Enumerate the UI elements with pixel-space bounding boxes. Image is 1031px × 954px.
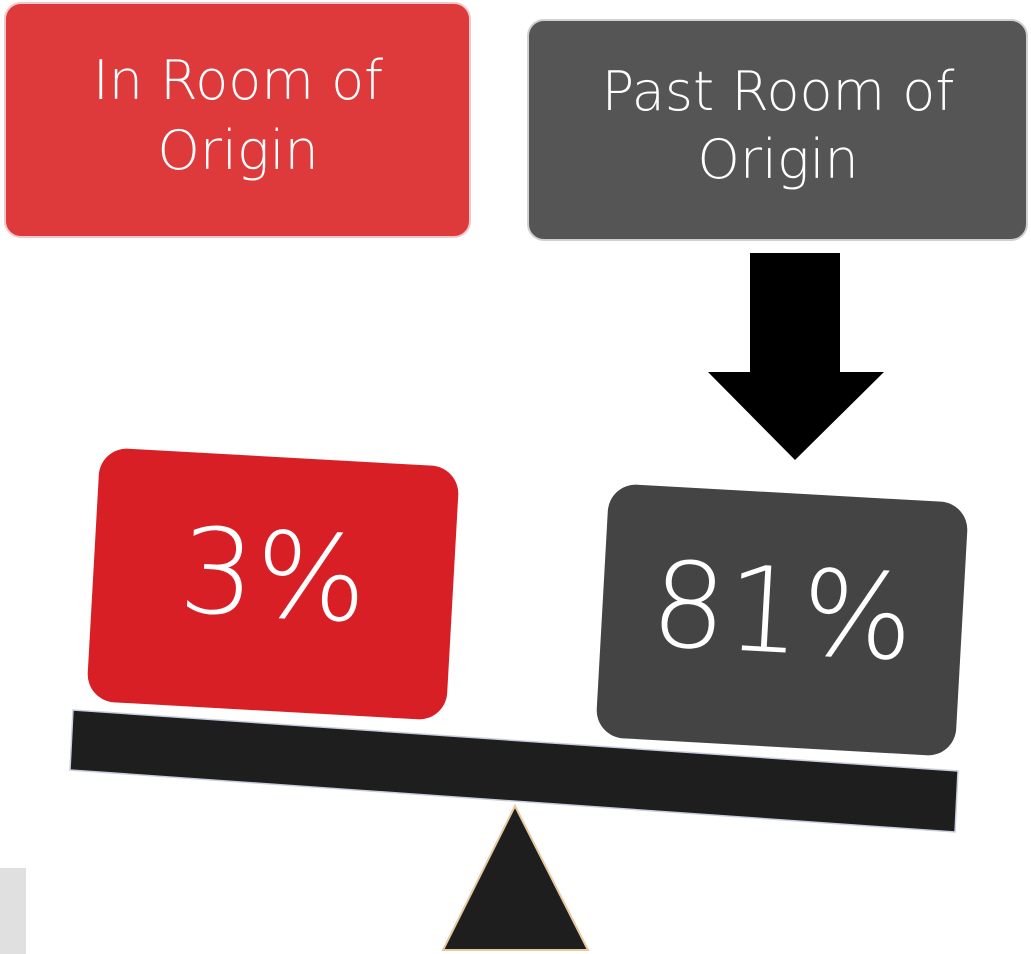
label-box-right [527,19,1028,241]
weight-right: 81% [596,484,968,756]
beam [69,709,959,833]
fulcrum [441,803,590,951]
label-left-line2: Origin [157,119,318,182]
down-arrow [708,253,884,460]
label-right-line1: Past Room of [602,60,955,123]
label-left-line1: In Room of [93,49,383,112]
side-tab [0,868,26,954]
weight-left-box [87,448,459,720]
value-right: 81% [648,535,918,687]
label-right-line2: Origin [697,128,858,191]
weight-right-box [596,484,968,756]
label-box-left [4,2,471,238]
value-left: 3% [176,501,371,649]
weight-left: 3% [87,448,459,720]
